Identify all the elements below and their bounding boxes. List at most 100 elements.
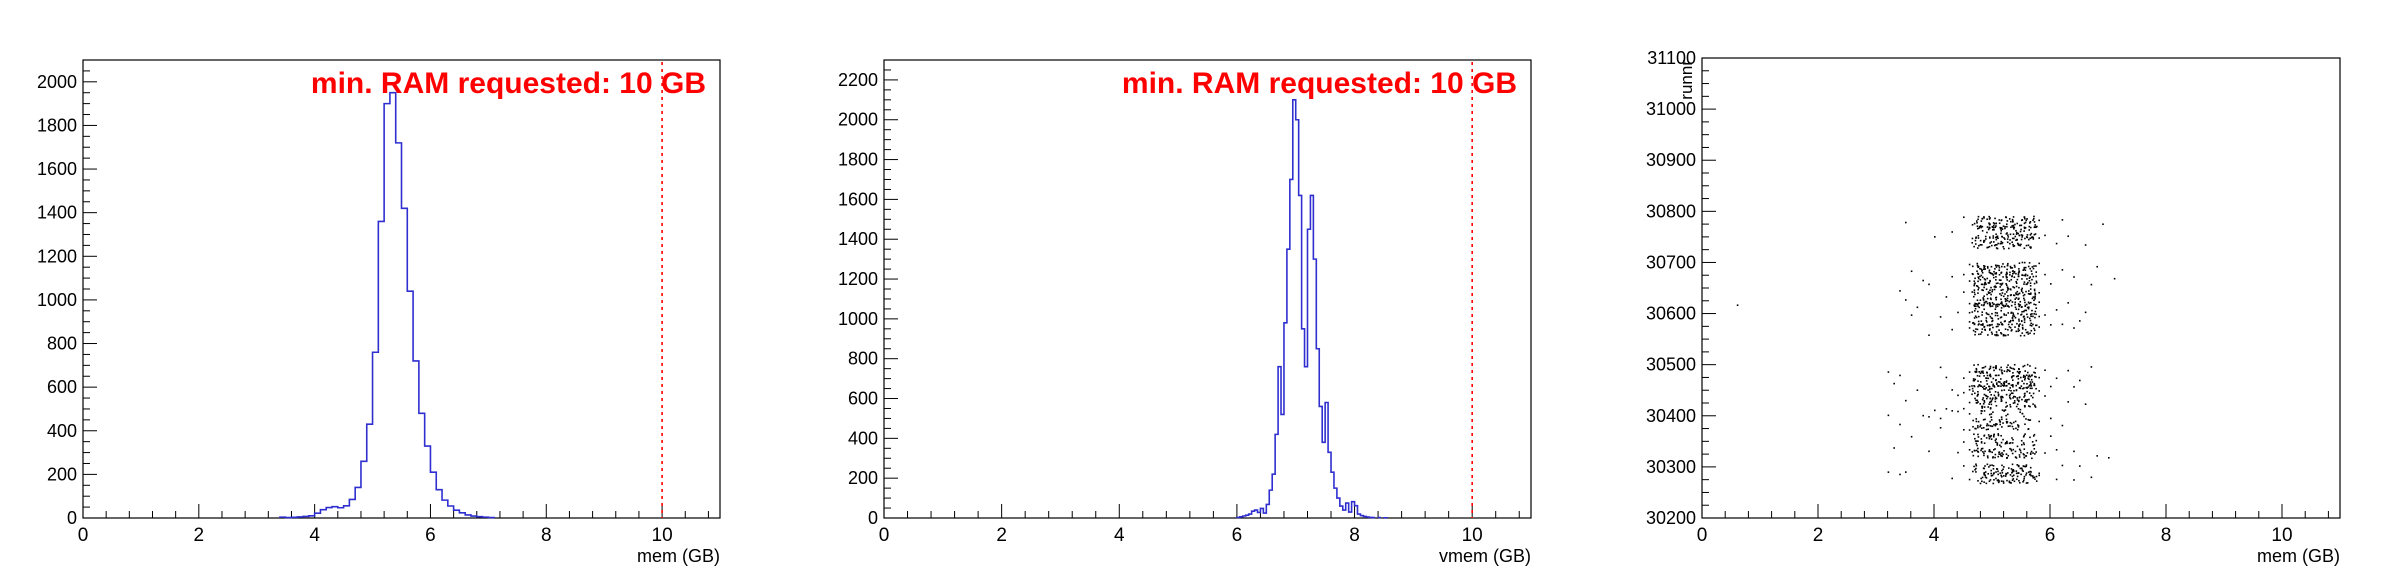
scatter-point [1988,368,1991,371]
scatter-point [2003,313,2005,315]
scatter-point [2035,387,2037,390]
scatter-point [1978,333,1980,336]
scatter-point [2001,302,2003,304]
scatter-point [1976,303,1979,306]
scatter-point [2061,424,2064,427]
scatter-point [2030,374,2033,377]
scatter-point [2029,267,2031,270]
scatter-point [1993,222,1996,225]
scatter-point [2024,301,2026,304]
scatter-point [2008,480,2011,483]
scatter-point [1974,331,1977,333]
scatter-point [2023,230,2025,232]
scatter-point [2022,387,2024,390]
scatter-point [1993,434,1995,436]
scatter-point [2030,246,2032,248]
scatter-point [1976,444,1978,447]
scatter-point [1996,333,1998,336]
scatter-point [2035,324,2037,327]
scatter-point [2023,434,2026,437]
scatter-point [2026,382,2028,385]
scatter-point [2033,384,2036,387]
scatter-point [2031,309,2033,312]
scatter-point [2038,315,2040,318]
scatter-point [2034,404,2036,407]
y-tick-label: 1600 [838,189,878,209]
scatter-point [1985,317,1988,319]
scatter-point [2000,242,2003,245]
scatter-point [2035,439,2038,442]
scatter-point [1998,451,2000,454]
scatter-point [2006,241,2009,244]
scatter-point [1977,401,1979,403]
scatter-point [2010,329,2013,332]
scatter-point [1905,471,1907,473]
scatter-point [1993,288,1996,291]
scatter-point [1993,303,1995,305]
scatter-point [1990,298,1992,301]
scatter-point [1990,286,1992,289]
scatter-point [2024,400,2026,403]
scatter-point [2008,306,2010,308]
scatter-point [1981,270,1983,272]
threshold-label: min. RAM requested: 10 GB [311,67,706,100]
scatter-point [1980,274,1983,277]
scatter-point [1977,234,1980,237]
scatter-point [2038,262,2040,265]
scatter-point [2021,380,2023,382]
scatter-point [2011,319,2014,322]
scatter-point [1997,303,1999,306]
scatter-point [2026,399,2029,401]
scatter-point [2006,299,2009,302]
scatter-point [2015,285,2018,288]
scatter-point [2073,450,2075,453]
scatter-point [1989,450,1992,453]
scatter-point [2035,324,2038,327]
x-tick-label: 2 [194,525,205,546]
x-tick-label: 0 [879,525,890,546]
scatter-point [2030,322,2032,325]
scatter-point [1987,428,1990,431]
scatter-point [1983,264,1985,267]
scatter-point [2033,299,2035,302]
scatter-point [1984,418,1986,421]
scatter-point [1976,310,1979,313]
scatter-point [2023,216,2026,218]
scatter-point [2010,319,2012,322]
scatter-point [1983,326,1985,328]
scatter-point [2013,227,2015,230]
scatter-point [2017,375,2019,377]
scatter-point [2007,305,2009,307]
scatter-point [2006,405,2009,407]
scatter-point [1998,222,2001,225]
scatter-point [2096,265,2098,268]
scatter-point [1976,225,1979,228]
y-tick-label: 0 [868,508,878,528]
scatter-point [2027,386,2029,388]
scatter-point [1974,239,1977,242]
scatter-point [2023,321,2026,324]
scatter-point [2020,313,2023,316]
scatter-point [1989,242,1991,244]
scatter-point [2036,225,2038,228]
histogram-series [279,91,495,519]
scatter-point [2023,378,2026,381]
scatter-point [1998,265,2000,267]
scatter-point [2084,311,2087,314]
scatter-point [1968,371,1971,373]
scatter-point [1981,225,1984,228]
scatter-point [1985,238,1987,240]
scatter-point [1934,409,1936,412]
scatter-point [2009,274,2011,276]
scatter-point [2012,372,2014,374]
scatter-point [2006,232,2008,234]
scatter-point [2025,219,2028,222]
scatter-point [1971,451,1974,453]
scatter-point [2016,445,2019,448]
scatter-point [1987,424,1990,427]
scatter-point [2030,232,2033,235]
scatter-point [2020,451,2022,454]
scatter-point [2003,305,2005,308]
scatter-point [1992,226,1994,228]
scatter-point [2002,288,2004,291]
